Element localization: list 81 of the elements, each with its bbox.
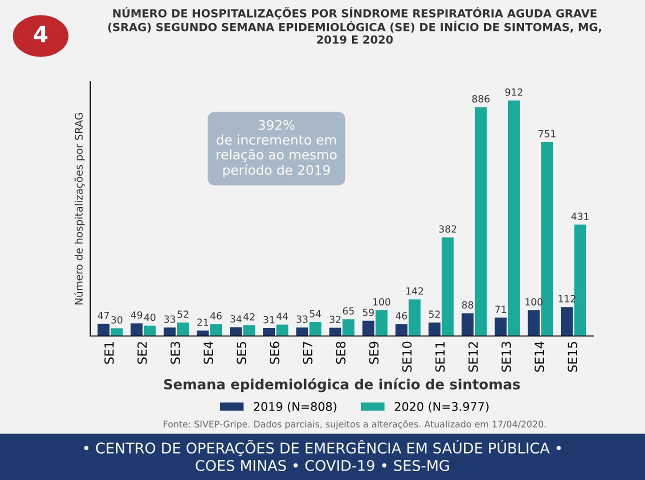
bar: [395, 324, 408, 336]
x-tick-label: SE9: [369, 342, 379, 364]
x-tick-label: SE14: [534, 342, 544, 372]
data-label: 65: [342, 307, 354, 315]
bar: [230, 327, 242, 336]
data-label: 886: [472, 95, 490, 102]
bar: [362, 320, 374, 336]
data-label: 33: [164, 315, 176, 323]
data-label: 382: [439, 225, 456, 233]
x-tick-label: SE15: [568, 342, 578, 372]
legend-label: 2020 (N=3.977): [394, 402, 488, 412]
data-label: 431: [571, 212, 589, 220]
x-tick-label: SE1: [104, 342, 114, 364]
text: • CENTRO DE OPERAÇÕES DE EMERGÊNCIA EM SAÚDE PÚBLICA • COES MINAS • COVID-19 • SES-MG: [84, 440, 561, 472]
bar: [560, 307, 573, 336]
x-tick-label: SE13: [502, 342, 511, 372]
data-label: 33: [296, 315, 308, 323]
data-label: 46: [396, 312, 407, 320]
bar: [144, 326, 156, 336]
data-label: 49: [130, 311, 142, 319]
annotation: 392% de incremento em relação ao mesmo período de 2019: [216, 120, 337, 178]
data-label: 44: [276, 312, 288, 320]
x-tick-label: SE7: [302, 342, 312, 364]
data-label: 59: [362, 308, 374, 316]
x-tick-label: SE6: [270, 342, 280, 364]
x-tick-label: SE10: [402, 342, 412, 372]
x-tick-label: SE11: [435, 342, 445, 372]
data-label: 31: [264, 316, 274, 324]
data-label: 54: [310, 310, 322, 318]
data-label: 30: [111, 316, 122, 324]
data-label: 32: [330, 316, 340, 324]
bar: [474, 107, 487, 336]
bar: [210, 324, 222, 336]
x-tick-label: SE8: [336, 342, 346, 364]
data-label: 46: [210, 312, 222, 320]
data-label: 88: [462, 301, 474, 309]
data-label: 52: [429, 310, 440, 318]
bar: [494, 318, 507, 336]
bar: [442, 237, 454, 336]
data-label: 52: [178, 310, 188, 318]
bar: [574, 224, 586, 336]
source-note: Fonte: SIVEP-Gripe. Dados parciais, sujeitos a alterações. Atualizado em 17/04/2020.: [164, 420, 546, 430]
chart-title: NÚMERO DE HOSPITALIZAÇÕES POR SÍNDROME RESPIRATÓRIA AGUDA GRAVE (SRAG) SEGUNDO SEMANA EPIDEMIOLÓGICA (SE) DE INÍCIO DE SINTOMAS, MG, 2019 E 2020: [108, 7, 602, 44]
data-label: 42: [243, 313, 254, 320]
y-axis-title: Número de hospitalizações por SRAG: [74, 113, 85, 304]
bar: [541, 142, 554, 336]
bar: [462, 313, 474, 336]
data-label: 912: [505, 88, 522, 96]
x-tick-label: SE2: [137, 342, 147, 364]
bar: [296, 327, 308, 336]
bar: [243, 325, 256, 336]
data-label: 47: [98, 312, 109, 320]
x-tick-label: SE4: [204, 342, 214, 364]
bar: [428, 322, 440, 336]
bar: [263, 328, 275, 336]
bar: [98, 324, 110, 336]
bar: [376, 310, 388, 336]
bar: [329, 328, 342, 336]
data-label: 100: [373, 298, 390, 306]
legend-label: 2019 (N=808): [254, 402, 336, 412]
bar: [196, 330, 209, 336]
bar: [508, 100, 520, 336]
bar: [276, 324, 288, 336]
bar: [528, 310, 540, 336]
bar: [408, 299, 421, 336]
data-label: 21: [197, 318, 208, 326]
data-label: 40: [144, 314, 156, 322]
data-label: 71: [495, 306, 506, 313]
data-label: 34: [230, 315, 242, 323]
x-tick-label: SE3: [170, 342, 180, 364]
bar: [130, 323, 143, 336]
text: 4: [34, 26, 48, 42]
bar: [342, 319, 354, 336]
x-axis-title: Semana epidemiológica de início de sintomas: [164, 378, 520, 392]
data-label: 142: [406, 287, 423, 295]
bar: [164, 327, 176, 336]
bar: [177, 322, 189, 336]
x-tick-label: SE5: [236, 342, 246, 364]
x-tick-label: SE12: [468, 342, 478, 372]
data-label: 751: [538, 130, 556, 138]
bar: [309, 322, 322, 336]
